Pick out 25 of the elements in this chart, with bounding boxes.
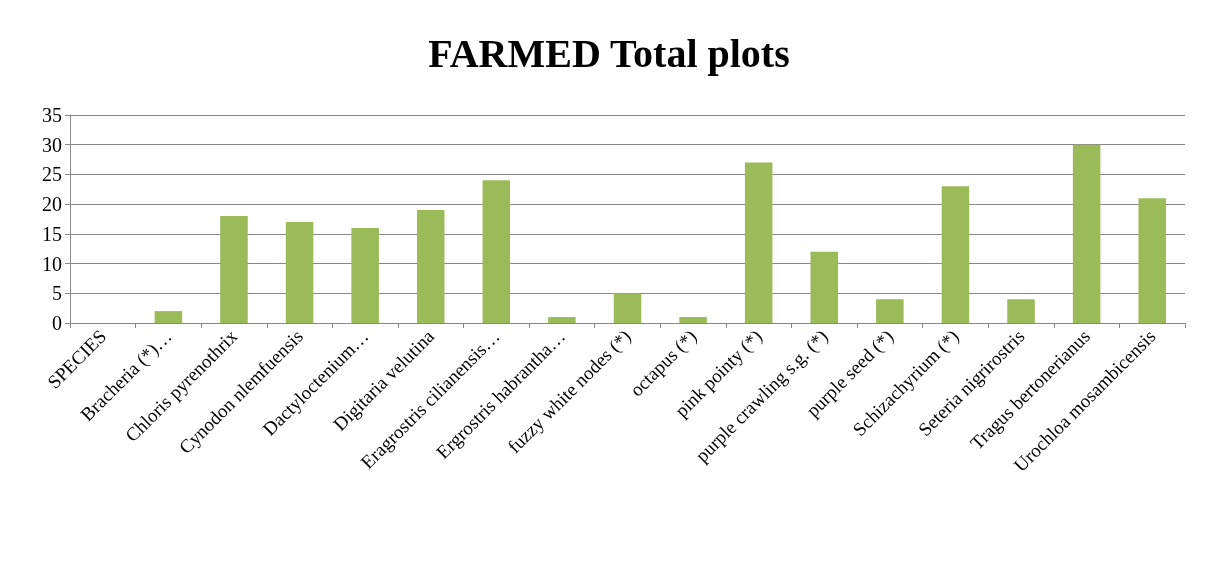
bar	[482, 180, 511, 323]
bar	[613, 293, 642, 323]
chart-title: FARMED Total plots	[428, 30, 790, 76]
y-tick-label: 20	[42, 193, 62, 216]
y-tick-label: 35	[42, 104, 62, 126]
bar	[220, 216, 248, 323]
bar	[154, 311, 183, 323]
y-tick-label: 10	[42, 252, 62, 275]
y-tick-label: 5	[52, 282, 62, 305]
y-tick-label: 30	[42, 133, 62, 156]
y-tick-label: 25	[42, 163, 62, 186]
bar	[744, 162, 773, 323]
y-tick-label: 0	[52, 312, 62, 334]
bar	[876, 299, 904, 323]
bar	[351, 227, 379, 323]
bar	[416, 210, 445, 323]
bar	[1007, 299, 1035, 323]
y-tick-label: 15	[42, 222, 62, 245]
bar	[810, 251, 839, 323]
bar	[941, 186, 970, 323]
bar	[679, 317, 707, 323]
bar	[285, 221, 314, 323]
bar	[1138, 198, 1166, 323]
bar	[548, 317, 576, 323]
bar	[1072, 144, 1101, 323]
